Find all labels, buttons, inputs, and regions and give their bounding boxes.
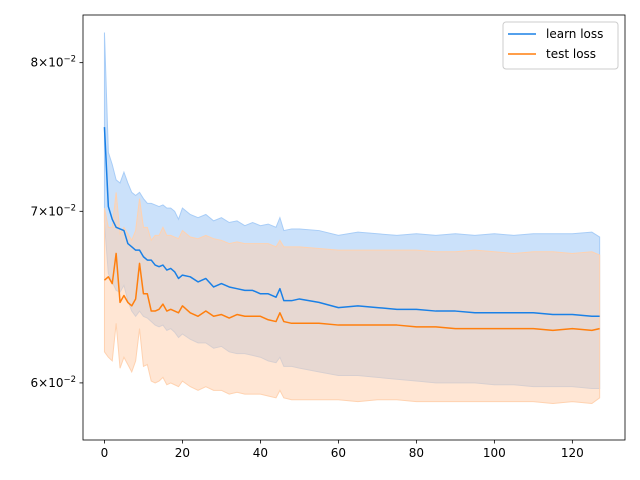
learn-loss-line	[103, 127, 600, 318]
x-tick-label: 40	[253, 446, 268, 460]
x-tick-label: 80	[409, 446, 424, 460]
x-tick-label: 20	[175, 446, 190, 460]
series-lines	[103, 127, 600, 332]
y-tick-label: 6×10−2	[31, 375, 77, 390]
x-tick-label: 120	[561, 446, 584, 460]
legend-label-test-loss: test loss	[546, 47, 596, 61]
legend-label-learn-loss: learn loss	[546, 27, 603, 41]
y-axis: 6×10−2 7×10−2 8×10−2	[31, 55, 83, 390]
x-tick-label: 0	[101, 446, 109, 460]
test-loss-band	[103, 192, 601, 405]
x-tick-label: 100	[483, 446, 506, 460]
x-axis: 0 20 40 60 80 100 120	[101, 440, 584, 460]
legend: learn loss test loss	[502, 21, 619, 70]
x-tick-label: 60	[331, 446, 346, 460]
plot-frame	[82, 14, 626, 441]
y-tick-label: 7×10−2	[31, 203, 77, 218]
y-tick-label: 8×10−2	[31, 55, 77, 70]
confidence-bands	[103, 32, 601, 405]
test-loss-line	[103, 252, 600, 332]
